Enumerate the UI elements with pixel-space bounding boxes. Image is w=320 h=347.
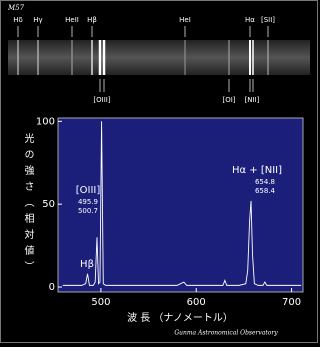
- line-label: HeI: [179, 16, 191, 24]
- line-label: [OIII]: [93, 96, 110, 104]
- credit: Gunma Astronomical Observatory: [174, 330, 278, 337]
- annotation: 495.9: [78, 198, 98, 206]
- y-tick-label: 50: [42, 199, 55, 210]
- x-tick-label: 600: [187, 297, 206, 308]
- annotation: 500.7: [78, 207, 98, 215]
- object-name: M57: [7, 4, 25, 12]
- line-label: HeII: [65, 16, 79, 24]
- line-label: Hα: [245, 16, 255, 24]
- y-tick-label: 0: [49, 282, 55, 293]
- y-tick-label: 100: [36, 116, 55, 127]
- y-axis-label: 光の強さ（相対値）: [22, 132, 34, 277]
- line-label: [NII]: [245, 96, 260, 104]
- line-label: [OI]: [222, 96, 235, 104]
- figure: M57 Hδ Hγ HeII Hβ HeI Hα [SII] [OIII] [O…: [0, 0, 318, 343]
- x-tick-label: 500: [91, 297, 110, 308]
- annotation: 658.4: [255, 187, 276, 195]
- spectrum-image: [8, 40, 310, 75]
- line-label: Hγ: [33, 16, 42, 24]
- annotation: Hβ: [80, 259, 94, 270]
- annotation: Hα + [NII]: [232, 165, 282, 176]
- x-tick-label: 700: [282, 297, 301, 308]
- x-axis-label: 波 長 （ナノメートル）: [127, 311, 233, 324]
- annotation: 654.8: [255, 178, 275, 186]
- line-label: Hβ: [87, 16, 97, 24]
- line-label: Hδ: [13, 16, 23, 24]
- annotation: [OIII]: [76, 185, 101, 196]
- line-label: [SII]: [261, 16, 275, 24]
